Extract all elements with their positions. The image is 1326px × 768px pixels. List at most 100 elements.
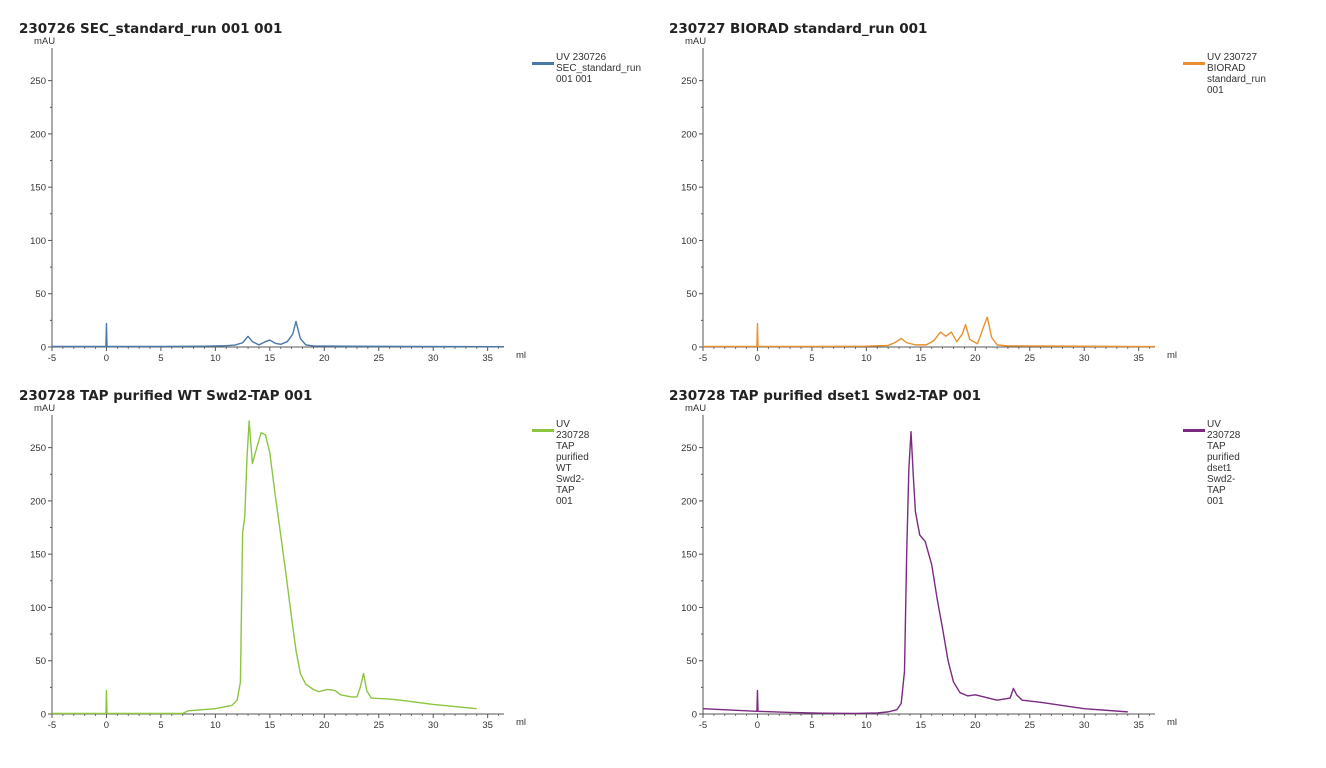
y-tick-label: 100 — [30, 236, 46, 247]
y-axis-label: mAU — [685, 403, 706, 414]
x-tick-label: 30 — [1079, 353, 1090, 364]
legend-line: standard_run 001 — [1207, 74, 1266, 96]
chart-title: 230728 TAP purified dset1 Swd2-TAP 001 — [669, 388, 982, 404]
x-tick-label: 5 — [809, 353, 814, 364]
series-line — [702, 430, 1128, 715]
y-tick-label: 100 — [681, 603, 697, 614]
x-tick-label: 20 — [319, 353, 330, 364]
legend-swatch — [532, 62, 554, 65]
x-axis-label: ml — [516, 717, 526, 728]
series-line — [52, 320, 505, 348]
x-tick-label: 25 — [1024, 720, 1035, 731]
legend-swatch — [532, 429, 554, 432]
x-tick-label: 15 — [265, 353, 276, 364]
y-tick-label: 50 — [686, 656, 697, 667]
x-tick-label: 10 — [861, 720, 872, 731]
y-axis-label: mAU — [685, 36, 706, 47]
x-tick-label: 35 — [1133, 720, 1144, 731]
y-tick-label: 0 — [41, 710, 46, 721]
y-tick-label: 150 — [681, 183, 697, 194]
x-tick-label: 15 — [265, 720, 276, 731]
y-tick-label: 150 — [681, 550, 697, 561]
legend-label: UV 230728 TAP purified WT Swd2- TAP 001 — [556, 419, 589, 507]
x-axis-label: ml — [1167, 350, 1177, 361]
x-axis-label: ml — [516, 350, 526, 361]
x-tick-label: 0 — [755, 353, 760, 364]
x-tick-label: 35 — [1133, 353, 1144, 364]
x-tick-label: -5 — [699, 353, 707, 364]
chart-title: 230726 SEC_standard_run 001 001 — [19, 21, 283, 37]
legend: UV 230728 TAP purified WT Swd2- TAP 001 — [532, 419, 589, 507]
legend-label: UV 230726 SEC_standard_run 001 001 — [556, 52, 641, 85]
y-tick-label: 200 — [30, 129, 46, 140]
chart-title: 230728 TAP purified WT Swd2-TAP 001 — [19, 388, 313, 404]
y-tick-label: 250 — [30, 443, 46, 454]
x-tick-label: 20 — [319, 720, 330, 731]
legend: UV 230728 TAP purified dset1 Swd2- TAP 0… — [1183, 419, 1240, 507]
legend-swatch — [1183, 62, 1205, 65]
x-tick-label: 35 — [482, 353, 493, 364]
x-tick-label: 30 — [428, 720, 439, 731]
x-tick-label: -5 — [699, 720, 707, 731]
y-tick-label: 200 — [681, 129, 697, 140]
y-tick-label: 0 — [692, 343, 697, 354]
x-tick-label: 30 — [1079, 720, 1090, 731]
y-tick-label: 200 — [681, 496, 697, 507]
legend-line: UV 230728 TAP — [556, 419, 590, 452]
legend-label: UV 230727 BIORAD standard_run 001 — [1207, 52, 1266, 96]
y-tick-label: 0 — [41, 343, 46, 354]
chart-title: 230727 BIORAD standard_run 001 — [669, 21, 928, 37]
y-tick-label: 100 — [30, 603, 46, 614]
legend-line: purified dset1 Swd2- — [1207, 452, 1240, 485]
x-tick-label: 35 — [482, 720, 493, 731]
x-tick-label: -5 — [48, 720, 56, 731]
y-tick-label: 50 — [686, 289, 697, 300]
y-axis-label: mAU — [34, 403, 55, 414]
y-tick-label: 50 — [35, 656, 46, 667]
y-tick-label: 150 — [30, 550, 46, 561]
x-tick-label: 10 — [210, 353, 221, 364]
legend-line: purified WT Swd2- — [556, 452, 589, 485]
y-tick-label: 0 — [692, 710, 697, 721]
x-tick-label: 10 — [210, 720, 221, 731]
x-tick-label: 10 — [861, 353, 872, 364]
x-tick-label: 0 — [755, 720, 760, 731]
series-line — [52, 420, 477, 715]
x-tick-label: 25 — [1024, 353, 1035, 364]
legend-line: SEC_standard_run — [556, 63, 642, 74]
y-axis-label: mAU — [34, 36, 55, 47]
x-tick-label: 15 — [916, 720, 927, 731]
x-tick-label: 0 — [104, 353, 109, 364]
legend-line: UV 230728 TAP — [1207, 419, 1241, 452]
x-tick-label: 5 — [158, 353, 163, 364]
legend: UV 230727 BIORAD standard_run 001 — [1183, 52, 1266, 96]
legend: UV 230726 SEC_standard_run 001 001 — [532, 52, 641, 85]
y-tick-label: 200 — [30, 496, 46, 507]
series-line — [703, 316, 1156, 348]
legend-line: 001 001 — [556, 74, 593, 85]
y-tick-label: 100 — [681, 236, 697, 247]
legend-line: UV 230726 — [556, 52, 607, 63]
x-tick-label: 20 — [970, 720, 981, 731]
x-tick-label: -5 — [48, 353, 56, 364]
y-tick-label: 250 — [30, 76, 46, 87]
legend-swatch — [1183, 429, 1205, 432]
y-tick-label: 250 — [681, 443, 697, 454]
x-tick-label: 15 — [916, 353, 927, 364]
y-tick-label: 250 — [681, 76, 697, 87]
x-tick-label: 25 — [373, 720, 384, 731]
legend-line: TAP 001 — [1207, 485, 1226, 507]
legend-line: TAP 001 — [556, 485, 575, 507]
y-tick-label: 150 — [30, 183, 46, 194]
x-tick-label: 0 — [104, 720, 109, 731]
x-tick-label: 5 — [158, 720, 163, 731]
x-tick-label: 25 — [373, 353, 384, 364]
legend-label: UV 230728 TAP purified dset1 Swd2- TAP 0… — [1207, 419, 1240, 507]
x-axis-label: ml — [1167, 717, 1177, 728]
x-tick-label: 20 — [970, 353, 981, 364]
x-tick-label: 5 — [809, 720, 814, 731]
